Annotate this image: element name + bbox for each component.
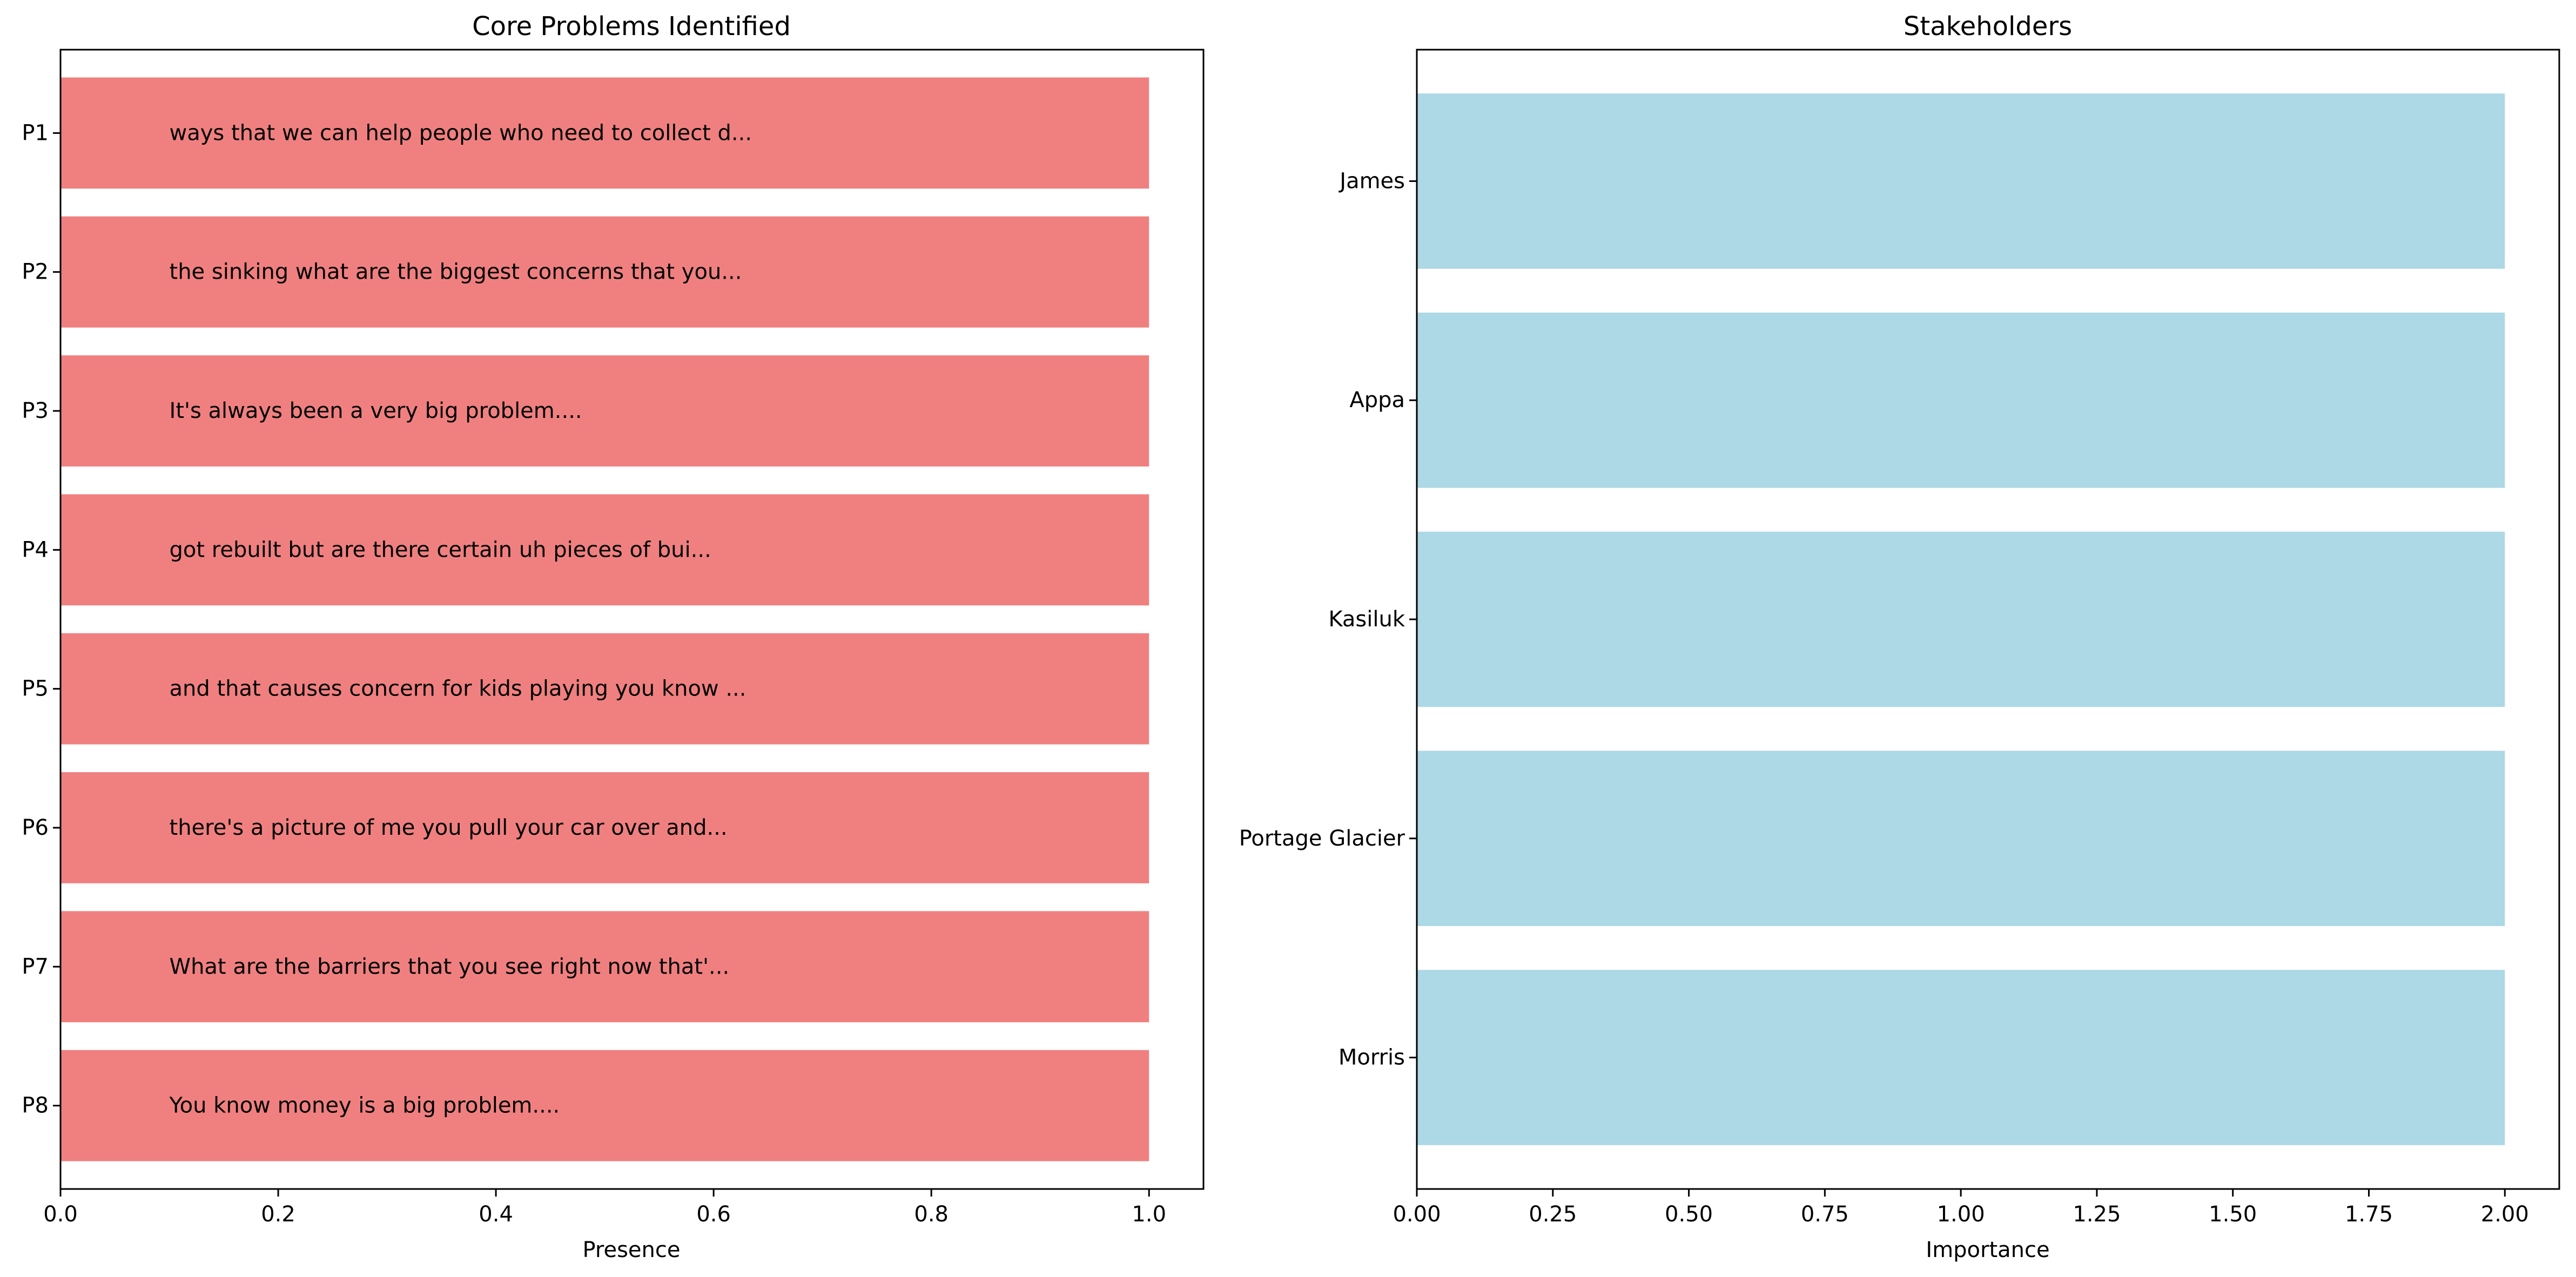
problem-y-tick-label: P3: [22, 398, 49, 423]
problems-chart: Core Problems Identified ways that we ca…: [22, 11, 1205, 1262]
problem-bar-label: and that causes concern for kids playing…: [170, 677, 746, 701]
stakeholder-x-tick-label: 1.25: [2073, 1202, 2121, 1227]
problem-y-tick-label: P6: [22, 815, 49, 840]
problem-y-tick-label: P5: [22, 677, 49, 701]
problem-bar: [60, 633, 1149, 745]
problem-y-tick-label: P4: [22, 537, 49, 562]
stakeholder-x-tick-label: 0.25: [1529, 1202, 1577, 1227]
stakeholders-x-axis-label: Importance: [1926, 1238, 2049, 1262]
problem-bar: [60, 1050, 1149, 1161]
stakeholder-x-tick-label: 0.00: [1393, 1202, 1441, 1227]
stakeholder-x-tick-label: 0.50: [1665, 1202, 1713, 1227]
stakeholder-bar: [1417, 970, 2505, 1145]
problem-bar: [60, 355, 1149, 467]
stakeholders-bars: [1417, 93, 2505, 1145]
stakeholder-bar: [1417, 312, 2505, 488]
problem-y-tick-label: P7: [22, 954, 49, 979]
stakeholders-chart: Stakeholders James Appa Kasiluk Portage Gla…: [1239, 11, 2560, 1262]
problem-bar-label: got rebuilt but are there certain uh pie…: [170, 537, 711, 562]
problem-bar: [60, 911, 1149, 1023]
stakeholder-y-tick-label: Portage Glacier: [1239, 826, 1405, 851]
stakeholder-y-tick-label: Appa: [1349, 388, 1405, 413]
stakeholders-chart-title: Stakeholders: [1904, 11, 2072, 42]
stakeholder-x-tick-label: 1.00: [1937, 1202, 1985, 1227]
stakeholder-bar: [1417, 531, 2505, 707]
stakeholders-plot-frame: [1416, 49, 2560, 1190]
stakeholder-x-tick-label: 0.75: [1801, 1202, 1849, 1227]
problems-x-ticks: 0.0 0.2 0.4 0.6 0.8 1.0: [43, 1189, 1166, 1227]
problems-chart-title: Core Problems Identified: [472, 11, 791, 42]
problem-y-tick-label: P8: [22, 1093, 49, 1118]
problem-x-tick-label: 0.2: [261, 1202, 295, 1227]
stakeholders-x-ticks: 0.00 0.25 0.50 0.75 1.00 1.25 1.50 1.75 2.00: [1393, 1189, 2529, 1227]
problem-bar-label: there's a picture of me you pull your ca…: [170, 815, 728, 840]
problem-y-tick-label: P2: [22, 260, 49, 285]
problem-x-tick-label: 0.4: [479, 1202, 513, 1227]
problem-bar-label: What are the barriers that you see right…: [170, 954, 730, 979]
stakeholder-bar: [1417, 93, 2505, 269]
problem-bar: [60, 216, 1149, 328]
problems-bars: [60, 77, 1149, 1161]
problem-bar: [60, 772, 1149, 883]
problems-y-ticks: P1 P2 P3 P4 P5 P6 P7 P8: [22, 120, 60, 1118]
problem-x-tick-label: 0.6: [696, 1202, 731, 1227]
problem-x-tick-label: 1.0: [1132, 1202, 1166, 1227]
problem-bar-label: the sinking what are the biggest concern…: [170, 260, 742, 285]
problem-bar-label: ways that we can help people who need to…: [170, 120, 752, 145]
problem-bar: [60, 494, 1149, 606]
stakeholder-y-tick-label: Morris: [1339, 1045, 1405, 1070]
stakeholders-y-ticks: James Appa Kasiluk Portage Glacier Morris: [1239, 168, 1417, 1070]
stakeholder-x-tick-label: 1.75: [2345, 1202, 2393, 1227]
problems-x-axis-label: Presence: [583, 1238, 681, 1262]
problems-bar-labels: ways that we can help people who need to…: [169, 120, 752, 1118]
problem-bar: [60, 77, 1149, 189]
problem-bar-label: You know money is a big problem....: [169, 1093, 560, 1118]
problem-bar-label: It's always been a very big problem....: [170, 398, 582, 423]
stakeholder-x-tick-label: 1.50: [2209, 1202, 2257, 1227]
stakeholder-bar: [1417, 751, 2505, 927]
problem-x-tick-label: 0.0: [43, 1202, 78, 1227]
stakeholder-y-tick-label: James: [1338, 168, 1405, 193]
stakeholder-x-tick-label: 2.00: [2481, 1202, 2529, 1227]
problems-plot-frame: [59, 49, 1205, 1190]
stakeholder-y-tick-label: Kasiluk: [1328, 607, 1405, 632]
problem-y-tick-label: P1: [22, 120, 49, 145]
problem-x-tick-label: 0.8: [914, 1202, 949, 1227]
